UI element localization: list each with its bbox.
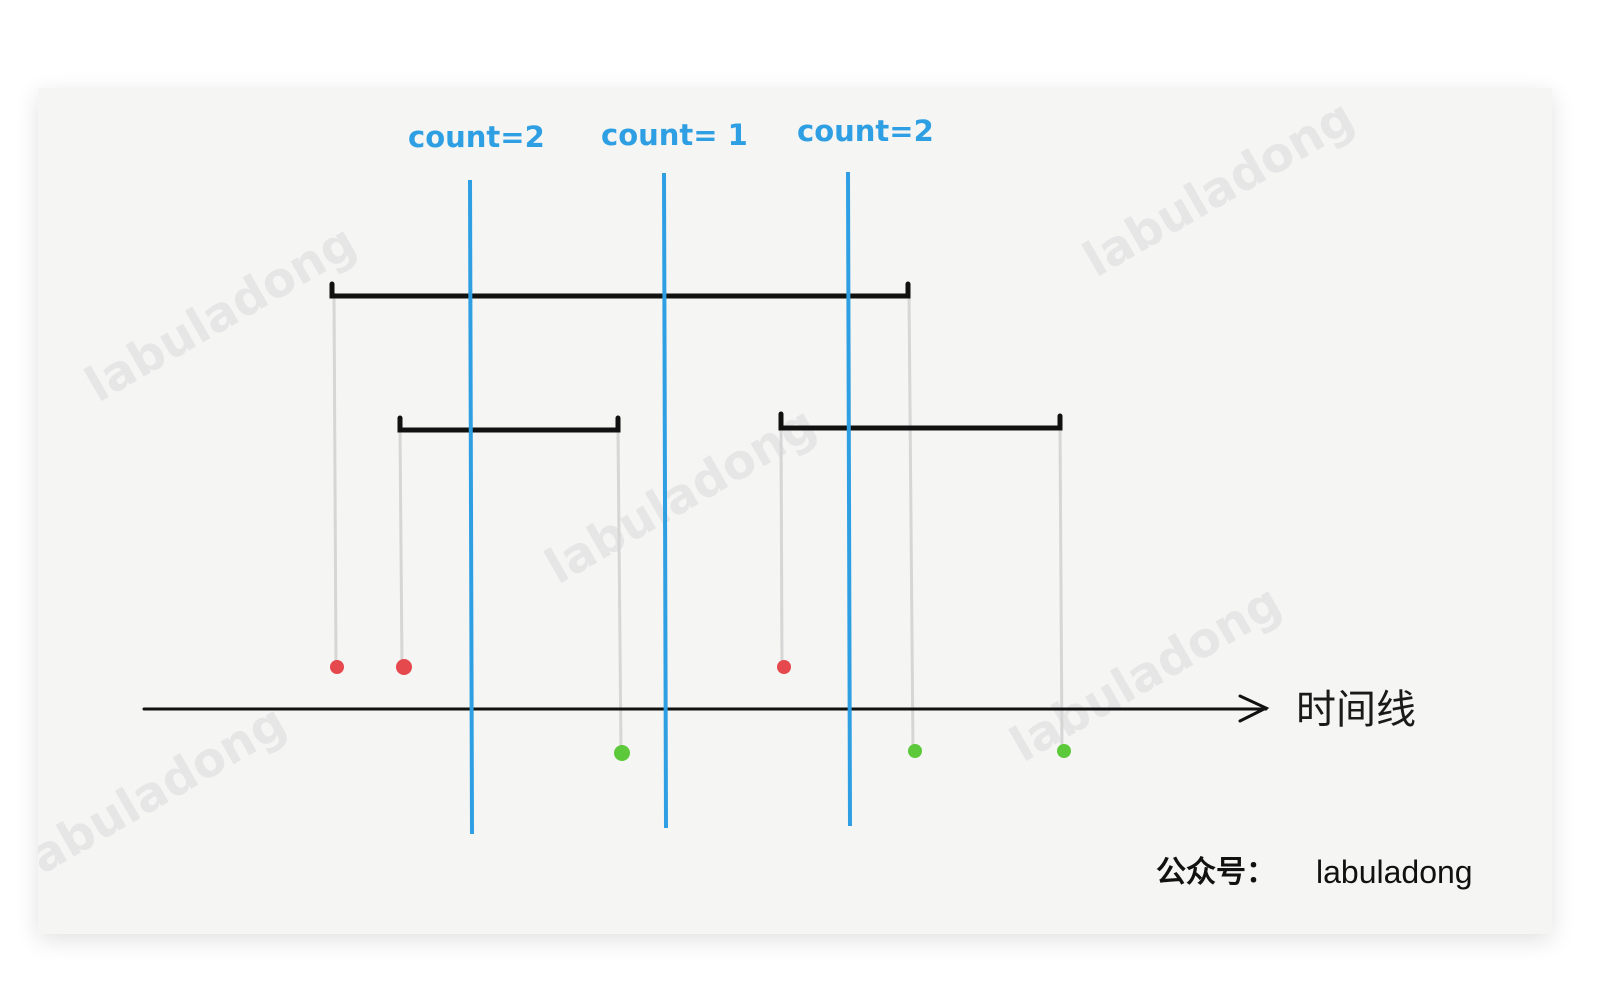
count-line <box>846 171 852 827</box>
count-lines <box>468 171 852 835</box>
stem <box>1058 425 1064 751</box>
start-dot <box>330 660 344 674</box>
interval-stems <box>332 292 1064 753</box>
count-line <box>662 172 668 829</box>
watermark: labuladong <box>1001 574 1291 774</box>
stem <box>907 292 915 751</box>
interval-bar <box>329 281 911 299</box>
count-label: count=2 <box>408 120 545 154</box>
stem <box>616 429 623 753</box>
diagram-canvas: labuladong labuladong labuladong labulad… <box>38 88 1552 934</box>
credit-handle: labuladong <box>1316 854 1473 890</box>
end-dot <box>1057 744 1071 758</box>
time-axis-label: 时间线 <box>1296 687 1416 733</box>
credit-prefix: 公众号： <box>1156 856 1276 889</box>
end-dot <box>908 744 922 758</box>
time-axis-arrow-icon <box>1238 694 1270 723</box>
credit: 公众号： labuladong <box>1156 854 1473 890</box>
timeline-diagram: labuladong labuladong labuladong labulad… <box>38 89 1473 894</box>
stem <box>332 292 338 667</box>
interval-bar <box>397 415 621 433</box>
stem <box>779 427 784 667</box>
start-points <box>330 659 791 675</box>
watermark: labuladong <box>1074 89 1364 289</box>
start-dot <box>777 660 791 674</box>
watermarks: labuladong labuladong labuladong labulad… <box>38 89 1364 894</box>
count-label: count= 1 <box>601 118 748 152</box>
end-dot <box>614 745 630 761</box>
stem <box>398 429 404 667</box>
time-axis <box>142 694 1270 723</box>
start-dot <box>396 659 412 675</box>
count-label: count=2 <box>797 114 934 148</box>
interval-bar <box>778 411 1063 431</box>
end-points <box>614 744 1071 761</box>
count-line <box>468 179 474 835</box>
watermark: labuladong <box>76 214 366 414</box>
intervals <box>329 281 1063 433</box>
watermark: labuladong <box>38 694 296 894</box>
